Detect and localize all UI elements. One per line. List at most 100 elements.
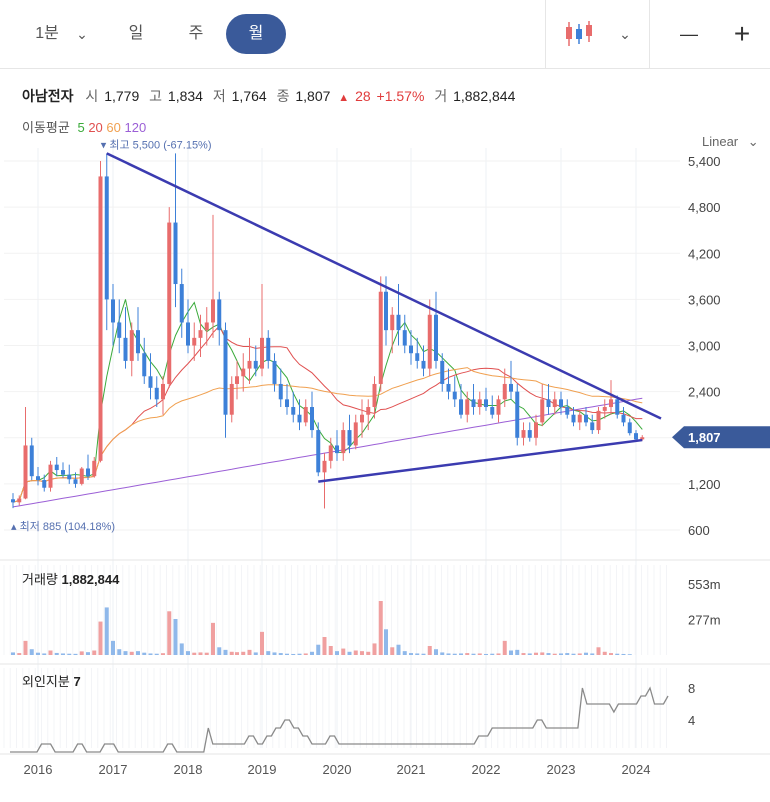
volume-bar [260, 631, 264, 655]
candle-body [521, 430, 526, 438]
candle-body [402, 330, 407, 346]
volume-bar [253, 652, 258, 655]
tab-week[interactable]: 주 [188, 25, 204, 42]
candle-body [291, 407, 296, 415]
candle-body [477, 399, 482, 408]
candle-body [452, 391, 457, 400]
candle-body [565, 407, 570, 415]
candle-body [427, 314, 432, 369]
volume-bar [129, 651, 134, 655]
candle-body [353, 422, 358, 446]
price-axis-tick: 2,400 [688, 385, 721, 400]
tab-day[interactable]: 일 [128, 25, 144, 42]
candle-body [123, 337, 128, 361]
candle-body [104, 176, 109, 300]
volume-bar [427, 646, 432, 655]
period-chevron-down-icon[interactable]: ⌄ [76, 26, 88, 42]
candle-body [552, 399, 557, 408]
candle-body [36, 476, 40, 481]
price-axis-tick: 4,800 [688, 200, 721, 215]
time-axis-tick: 2024 [622, 762, 651, 777]
volume-bar [347, 651, 352, 655]
candle-body [266, 337, 271, 361]
volume-panel-title: 거래량 1,882,844 [22, 572, 120, 587]
candle-body [61, 470, 65, 475]
time-axis-tick: 2018 [174, 762, 203, 777]
volume-bar [198, 652, 203, 655]
volume-bar [117, 649, 122, 655]
price-axis-tick: 5,400 [688, 154, 721, 169]
volume-bar [546, 653, 551, 655]
volume-bar [272, 652, 277, 655]
volume-bar [534, 652, 538, 655]
candle-body [347, 430, 352, 446]
candle-body [278, 383, 283, 400]
candle-body [366, 407, 371, 415]
candle-body [154, 387, 159, 400]
price-axis-tick: 1,200 [688, 477, 721, 492]
volume-bar [552, 653, 557, 655]
volume-bar [490, 653, 495, 655]
candle-body [136, 330, 140, 354]
volume-bar [540, 652, 545, 655]
candle-body [571, 414, 576, 423]
candle-body [396, 314, 401, 331]
volume-bar [241, 651, 246, 655]
volume-bar [186, 651, 190, 655]
zoom-in-button[interactable]: + [733, 18, 751, 49]
candlestick-chart-icon[interactable] [564, 20, 594, 53]
volume-value: 1,882,844 [453, 88, 516, 104]
volume-bar [496, 653, 501, 655]
candle-body [161, 383, 165, 400]
volume-bar [484, 653, 488, 655]
candle-body [534, 422, 538, 438]
price-axis-tick: 4,200 [688, 246, 721, 261]
volume-bar [285, 653, 289, 655]
candle-body [229, 383, 234, 415]
tab-month[interactable]: 월 [226, 14, 286, 54]
candle-body [253, 360, 258, 369]
candle-body [496, 399, 501, 415]
candle-body [446, 383, 451, 392]
period-select[interactable]: 1분 [22, 14, 72, 54]
ma-120: 120 [124, 120, 147, 135]
candle-body [502, 383, 507, 400]
candle-body [54, 464, 59, 471]
candle-body [260, 337, 264, 369]
volume-bar [316, 644, 321, 655]
candle-body [198, 330, 203, 338]
candle-body [23, 445, 28, 499]
candle-body [11, 499, 15, 503]
volume-bar [217, 647, 222, 655]
volume-label: 거 [434, 88, 448, 104]
ma-60: 60 [106, 120, 121, 135]
volume-bar [54, 652, 59, 655]
candle-body [602, 407, 607, 411]
scale-label: Linear [702, 134, 739, 149]
foreign-axis-tick: 4 [688, 713, 695, 728]
candle-body [335, 445, 339, 454]
time-axis-tick: 2022 [472, 762, 501, 777]
volume-bar [154, 653, 159, 655]
volume-bar [235, 652, 239, 655]
candle-body [596, 410, 601, 431]
volume-bar [571, 653, 576, 655]
candle-body [79, 468, 84, 484]
candle-body [316, 430, 321, 473]
volume-bar [179, 643, 184, 655]
scale-chevron-down-icon: ⌄ [747, 134, 759, 149]
candle-body [621, 414, 626, 423]
candle-body [179, 284, 184, 323]
moving-average-legend: 이동평균 5 20 60 120 [22, 117, 146, 136]
candle-body [527, 430, 532, 438]
candle-body [92, 460, 97, 477]
resistance-trendline [106, 152, 662, 420]
foreign-axis-tick: 8 [688, 681, 695, 696]
volume-bar [142, 652, 147, 655]
volume-bar [596, 647, 601, 655]
scale-select[interactable]: Linear ⌄ [702, 134, 759, 150]
chart-type-chevron-down-icon[interactable]: ⌄ [619, 26, 631, 42]
volume-bar [459, 653, 463, 655]
zoom-out-button[interactable]: — [680, 24, 698, 44]
